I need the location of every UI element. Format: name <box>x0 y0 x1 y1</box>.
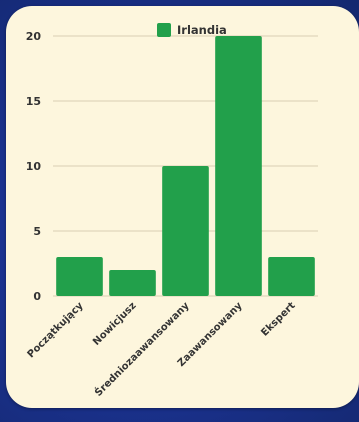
chart-legend: Irlandia <box>157 23 227 37</box>
legend-label: Irlandia <box>177 23 227 37</box>
x-tick-label: Ekspert <box>259 300 297 338</box>
y-tick-label: 20 <box>26 30 42 43</box>
y-tick-label: 0 <box>33 290 41 303</box>
bar <box>162 166 209 296</box>
bar <box>109 270 156 296</box>
bar <box>268 257 315 296</box>
y-tick-label: 15 <box>26 95 41 108</box>
bar <box>215 36 262 296</box>
x-tick-label: Średniozaawansowany <box>92 299 192 399</box>
x-tick-label: Nowicjusz <box>91 300 139 348</box>
x-tick-label: Początkujący <box>26 300 86 360</box>
chart-card: 0 5 10 15 20 Początkujący Nowicjusz Średniozaaw… <box>6 6 359 408</box>
y-tick-label: 5 <box>33 225 41 238</box>
bar <box>56 257 103 296</box>
legend-swatch <box>157 23 171 37</box>
bar-chart: 0 5 10 15 20 Początkujący NowicjuszŚredniozaaw… <box>26 30 318 399</box>
y-tick-label: 10 <box>26 160 42 173</box>
